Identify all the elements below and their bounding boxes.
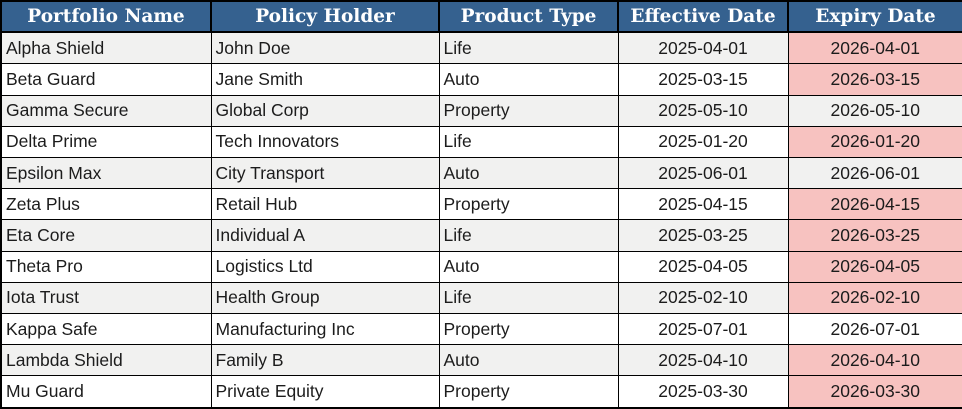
product-type-cell[interactable]: Auto — [438, 63, 619, 96]
table-header-row: Portfolio Name Policy Holder Product Typ… — [0, 0, 962, 33]
product-type-cell[interactable]: Life — [438, 125, 619, 159]
policy-holder-cell[interactable]: Health Group — [210, 281, 440, 315]
expiry-date-cell[interactable]: 2026-03-30 — [787, 375, 962, 409]
portfolio-name-cell[interactable]: Eta Core — [0, 219, 212, 252]
product-type-cell[interactable]: Auto — [438, 344, 619, 377]
column-header-effective-date[interactable]: Effective Date — [617, 0, 789, 33]
effective-date-cell[interactable]: 2025-04-01 — [617, 31, 789, 65]
effective-date-cell[interactable]: 2025-02-10 — [617, 281, 789, 315]
table-row: Zeta Plus Retail Hub Property 2025-04-15… — [0, 188, 962, 221]
effective-date-cell[interactable]: 2025-03-30 — [617, 375, 789, 409]
expiry-date-cell[interactable]: 2026-03-25 — [787, 219, 962, 252]
table-row: Mu Guard Private Equity Property 2025-03… — [0, 375, 962, 409]
effective-date-cell[interactable]: 2025-06-01 — [617, 157, 789, 190]
column-header-policy-holder[interactable]: Policy Holder — [210, 0, 440, 33]
effective-date-cell[interactable]: 2025-07-01 — [617, 313, 789, 346]
policy-holder-cell[interactable]: Individual A — [210, 219, 440, 252]
expiry-date-cell[interactable]: 2026-05-10 — [787, 94, 962, 127]
table-row: Iota Trust Health Group Life 2025-02-10 … — [0, 281, 962, 315]
column-header-expiry-date[interactable]: Expiry Date — [787, 0, 962, 33]
product-type-cell[interactable]: Property — [438, 375, 619, 409]
table-row: Kappa Safe Manufacturing Inc Property 20… — [0, 313, 962, 346]
expiry-date-cell[interactable]: 2026-04-01 — [787, 31, 962, 65]
product-type-cell[interactable]: Auto — [438, 157, 619, 190]
column-header-product-type[interactable]: Product Type — [438, 0, 619, 33]
product-type-cell[interactable]: Life — [438, 31, 619, 65]
expiry-date-cell[interactable]: 2026-04-05 — [787, 250, 962, 283]
product-type-cell[interactable]: Property — [438, 94, 619, 127]
expiry-date-cell[interactable]: 2026-04-10 — [787, 344, 962, 377]
portfolio-name-cell[interactable]: Zeta Plus — [0, 188, 212, 221]
portfolio-name-cell[interactable]: Mu Guard — [0, 375, 212, 409]
product-type-cell[interactable]: Life — [438, 219, 619, 252]
product-type-cell[interactable]: Property — [438, 313, 619, 346]
table-row: Lambda Shield Family B Auto 2025-04-10 2… — [0, 344, 962, 377]
effective-date-cell[interactable]: 2025-04-10 — [617, 344, 789, 377]
effective-date-cell[interactable]: 2025-03-15 — [617, 63, 789, 96]
policy-holder-cell[interactable]: Jane Smith — [210, 63, 440, 96]
portfolio-name-cell[interactable]: Lambda Shield — [0, 344, 212, 377]
policy-holder-cell[interactable]: Retail Hub — [210, 188, 440, 221]
portfolio-name-cell[interactable]: Iota Trust — [0, 281, 212, 315]
table-row: Epsilon Max City Transport Auto 2025-06-… — [0, 157, 962, 190]
table-row: Gamma Secure Global Corp Property 2025-0… — [0, 94, 962, 127]
expiry-date-cell[interactable]: 2026-06-01 — [787, 157, 962, 190]
expiry-date-cell[interactable]: 2026-07-01 — [787, 313, 962, 346]
table-row: Delta Prime Tech Innovators Life 2025-01… — [0, 125, 962, 159]
expiry-date-cell[interactable]: 2026-02-10 — [787, 281, 962, 315]
expiry-date-cell[interactable]: 2026-03-15 — [787, 63, 962, 96]
effective-date-cell[interactable]: 2025-01-20 — [617, 125, 789, 159]
effective-date-cell[interactable]: 2025-03-25 — [617, 219, 789, 252]
portfolio-name-cell[interactable]: Epsilon Max — [0, 157, 212, 190]
policy-holder-cell[interactable]: Tech Innovators — [210, 125, 440, 159]
table-row: Theta Pro Logistics Ltd Auto 2025-04-05 … — [0, 250, 962, 283]
effective-date-cell[interactable]: 2025-05-10 — [617, 94, 789, 127]
product-type-cell[interactable]: Property — [438, 188, 619, 221]
expiry-date-cell[interactable]: 2026-04-15 — [787, 188, 962, 221]
expiry-date-cell[interactable]: 2026-01-20 — [787, 125, 962, 159]
policy-holder-cell[interactable]: Private Equity — [210, 375, 440, 409]
policy-holder-cell[interactable]: Family B — [210, 344, 440, 377]
product-type-cell[interactable]: Life — [438, 281, 619, 315]
policy-holder-cell[interactable]: John Doe — [210, 31, 440, 65]
portfolio-name-cell[interactable]: Kappa Safe — [0, 313, 212, 346]
table-row: Eta Core Individual A Life 2025-03-25 20… — [0, 219, 962, 252]
portfolio-name-cell[interactable]: Alpha Shield — [0, 31, 212, 65]
product-type-cell[interactable]: Auto — [438, 250, 619, 283]
portfolio-name-cell[interactable]: Theta Pro — [0, 250, 212, 283]
table-row: Alpha Shield John Doe Life 2025-04-01 20… — [0, 31, 962, 65]
portfolio-name-cell[interactable]: Delta Prime — [0, 125, 212, 159]
effective-date-cell[interactable]: 2025-04-15 — [617, 188, 789, 221]
table-body: Alpha Shield John Doe Life 2025-04-01 20… — [0, 31, 962, 409]
policy-holder-cell[interactable]: City Transport — [210, 157, 440, 190]
policy-holder-cell[interactable]: Global Corp — [210, 94, 440, 127]
portfolio-name-cell[interactable]: Beta Guard — [0, 63, 212, 96]
portfolio-name-cell[interactable]: Gamma Secure — [0, 94, 212, 127]
column-header-portfolio-name[interactable]: Portfolio Name — [0, 0, 212, 33]
table-row: Beta Guard Jane Smith Auto 2025-03-15 20… — [0, 63, 962, 96]
policy-holder-cell[interactable]: Logistics Ltd — [210, 250, 440, 283]
effective-date-cell[interactable]: 2025-04-05 — [617, 250, 789, 283]
policy-holder-cell[interactable]: Manufacturing Inc — [210, 313, 440, 346]
